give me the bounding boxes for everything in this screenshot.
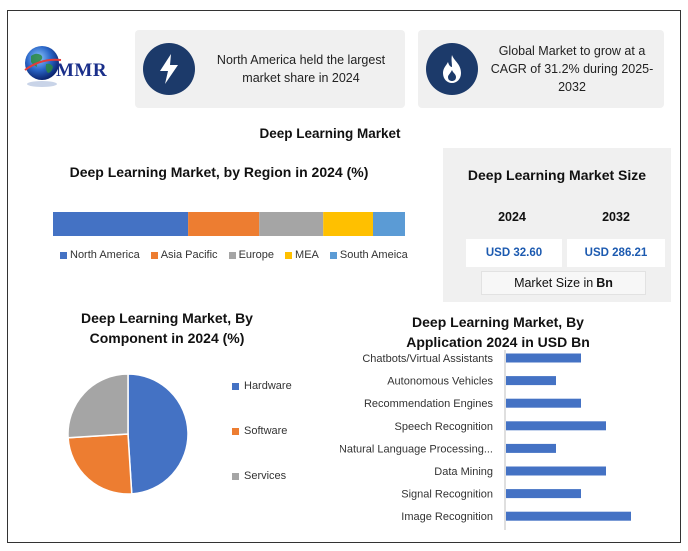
pie-legend-software: Software: [232, 425, 287, 437]
pie-slice-hardware: [127, 373, 189, 495]
market-size-unit-text: Market Size in: [514, 276, 594, 290]
application-label-image-recognition: Image Recognition: [401, 511, 493, 523]
application-bar-data-mining: [506, 466, 606, 476]
year-2024-label: 2024: [498, 210, 526, 224]
pie-slice-services: [67, 373, 129, 439]
region-segment-north-america: [53, 212, 189, 236]
application-label-autonomous-vehicles: Autonomous Vehicles: [387, 376, 493, 388]
application-bar-image-recognition: [506, 511, 631, 521]
application-label-speech-recognition: Speech Recognition: [395, 421, 493, 433]
market-size-panel: Deep Learning Market Size 2024 2032 USD …: [443, 148, 671, 302]
application-chart-title: Deep Learning Market, By Application 202…: [406, 314, 590, 351]
info-card-cagr: Global Market to grow at a CAGR of 31.2%…: [418, 30, 664, 108]
region-legend-mea: MEA: [285, 249, 319, 261]
globe-icon: [24, 46, 62, 87]
legend-swatch-services: [232, 472, 239, 480]
legend-label: Asia Pacific: [160, 249, 218, 261]
legend-label: MEA: [295, 249, 319, 261]
application-bar-natural-language-processing: [506, 443, 556, 453]
pie-legend-services: Services: [232, 470, 286, 482]
legend-label: North America: [70, 249, 140, 261]
market-size-title: Deep Learning Market Size: [467, 167, 647, 183]
market-size-unit-bold: Bn: [596, 276, 613, 290]
legend-swatch-hardware: [232, 382, 239, 390]
info-card-text: Global Market to grow at a CAGR of 31.2%…: [490, 43, 654, 95]
region-chart-title: Deep Learning Market, by Region in 2024 …: [69, 164, 369, 180]
region-legend-north-america: North America: [60, 249, 140, 261]
legend-label: Software: [244, 425, 288, 437]
info-card-north-america: North America held the largest market sh…: [135, 30, 405, 108]
application-label-recommendation-engines: Recommendation Engines: [364, 398, 494, 410]
application-label-chatbots-virtual-assistants: Chatbots/Virtual Assistants: [362, 353, 493, 365]
region-legend-asia-pacific: Asia Pacific: [150, 249, 218, 261]
application-label-data-mining: Data Mining: [434, 466, 493, 478]
application-label-signal-recognition: Signal Recognition: [401, 489, 493, 501]
logo-text: MMR: [56, 60, 108, 81]
component-pie-chart: [67, 373, 189, 495]
legend-label: Hardware: [244, 380, 292, 392]
application-bar-autonomous-vehicles: [506, 376, 556, 386]
region-legend: North America Asia Pacific Europe MEA South …: [60, 249, 408, 261]
mmr-logo: MMR: [22, 42, 132, 90]
year-2032-label: 2032: [602, 210, 630, 224]
lightning-bolt-icon: [143, 43, 195, 95]
pie-slice-software: [67, 433, 133, 495]
flame-icon: [426, 43, 478, 95]
legend-label: Europe: [238, 249, 275, 261]
application-bar-signal-recognition: [506, 489, 581, 499]
market-size-unit: Market Size in Bn: [481, 271, 646, 295]
info-card-text: North America held the largest market sh…: [216, 52, 386, 85]
component-chart-title: Deep Learning Market, By Component in 20…: [81, 310, 253, 347]
region-segment-south-ameica: [373, 212, 405, 236]
application-bar-chart: Chatbots/Virtual Assistants Autonomous Ve…: [340, 350, 631, 530]
legend-swatch: [329, 251, 337, 259]
region-segment-europe: [259, 212, 324, 236]
legend-label: South Ameica: [339, 249, 408, 261]
pie-legend-hardware: Hardware: [232, 380, 292, 392]
legend-swatch: [60, 251, 67, 259]
main-title: Deep Learning Market: [259, 126, 401, 141]
market-size-2032-value: USD 286.21: [567, 239, 665, 267]
application-bar-chatbots-virtual-assistants: [506, 353, 581, 363]
region-legend-south-ameica: South Ameica: [329, 249, 408, 261]
region-segment-asia-pacific: [188, 212, 260, 236]
legend-label: Services: [244, 470, 287, 482]
legend-swatch-software: [232, 427, 239, 435]
application-bar-speech-recognition: [506, 421, 606, 431]
legend-swatch: [285, 251, 293, 259]
region-segment-mea: [323, 212, 373, 236]
application-bar-recommendation-engines: [506, 398, 581, 408]
application-label-natural-language-processing: Natural Language Processing...: [340, 443, 493, 455]
region-stacked-bar: [53, 212, 405, 236]
legend-swatch: [228, 251, 236, 259]
region-legend-europe: Europe: [228, 249, 275, 261]
market-size-2024-value: USD 32.60: [466, 239, 562, 267]
legend-swatch: [150, 251, 158, 259]
